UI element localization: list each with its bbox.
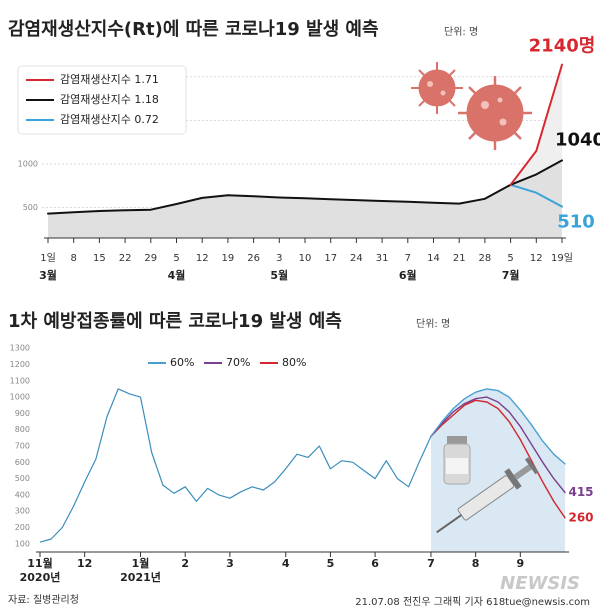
x-tick-label: 1일 [40,252,56,264]
month-label: 2 [181,557,189,570]
legend-label: 70% [226,356,250,369]
logo: NEWSIS [500,573,580,594]
y-tick-label: 300 [15,507,30,516]
x-tick-label: 12 [196,253,209,264]
vaccine-icon [443,436,471,485]
series-line [430,396,566,494]
y-tick-label: 1200 [10,360,30,369]
x-tick-label: 7 [405,253,411,264]
x-tick-label: 12 [530,253,543,264]
month-label: 8 [472,557,480,570]
month-label: 6 [371,557,379,570]
x-tick-label: 29 [144,253,157,264]
y-tick-label: 200 [15,523,30,532]
legend-label: 감염재생산지수 1.71 [60,73,159,86]
series-line [509,183,563,208]
main-layer: 5001000150020001일81522295121926310172431… [10,36,600,584]
x-tick-label: 14 [427,253,440,264]
x-tick-label: 19 [222,253,235,264]
x-tick-label: 5 [507,253,513,264]
x-tick-label: 10 [299,253,312,264]
x-tick-label: 24 [350,253,363,264]
y-tick-label: 400 [15,490,30,499]
legend-label: 60% [170,356,194,369]
data-line [39,388,432,543]
month-label: 3월 [39,268,57,282]
source: 자료: 질병관리청 [8,594,79,606]
month-label: 3 [226,557,234,570]
year-label: 2020년 [20,570,61,584]
y-tick-label: 100 [15,539,30,548]
legend-box [17,65,187,135]
y-tick-label: 1000 [10,393,30,402]
value-label: 2140명 [529,36,596,57]
month-label: 5 [327,557,335,570]
y-tick-label: 700 [15,442,30,451]
value-label: 510 [557,212,595,233]
month-label: 1월 [132,556,150,570]
unit-label: 단위: 명 [444,25,478,38]
virus-icon [411,62,532,150]
y-tick-label: 1000 [18,159,38,168]
legend-label: 80% [282,356,306,369]
month-label: 4 [282,557,290,570]
value-label: 260 [568,510,593,524]
x-tick-label: 3 [276,253,282,264]
y-tick-label: 600 [15,458,30,467]
x-tick-label: 15 [93,253,106,264]
x-tick-label: 22 [119,253,132,264]
x-tick-label: 31 [376,253,389,264]
month-label: 7 [427,557,435,570]
x-tick-label: 17 [324,253,337,264]
y-tick-label: 500 [23,203,38,212]
month-label: 4월 [168,268,186,282]
y-tick-label: 1300 [10,344,30,353]
month-label: 6월 [399,268,417,282]
month-label: 5월 [270,268,288,282]
x-tick-label: 28 [479,253,492,264]
syringe-icon [436,457,539,534]
y-tick-label: 500 [15,474,30,483]
y-tick-label: 800 [15,425,30,434]
series-line [430,388,566,465]
x-tick-label: 8 [71,253,77,264]
series-line [509,63,563,186]
chart-title: 감염재생산지수(Rt)에 따른 코로나19 발생 예측 [8,19,379,40]
month-label: 12 [77,557,92,570]
x-tick-label: 5 [173,253,179,264]
value-label: 415 [568,485,593,499]
x-tick-label: 26 [247,253,260,264]
year-label: 2021년 [120,570,161,584]
legend-label: 감염재생산지수 1.18 [60,93,159,106]
unit-label: 단위: 명 [416,317,450,330]
legend-label: 감염재생산지수 0.72 [60,113,159,126]
month-label: 11월 [27,556,52,570]
x-tick-label: 21 [453,253,466,264]
credit: 21.07.08 전진우 그래픽 기자 618tue@newsis.com [355,596,590,608]
value-label: 1040 [555,129,600,150]
series-line [47,159,563,215]
series-line [430,399,566,519]
x-tick-label: 19일 [551,252,573,264]
month-label: 9 [516,557,524,570]
chart-title: 1차 예방접종률에 따른 코로나19 발생 예측 [8,311,342,332]
y-tick-label: 900 [15,409,30,418]
y-tick-label: 1100 [10,376,30,385]
month-label: 7월 [502,268,520,282]
